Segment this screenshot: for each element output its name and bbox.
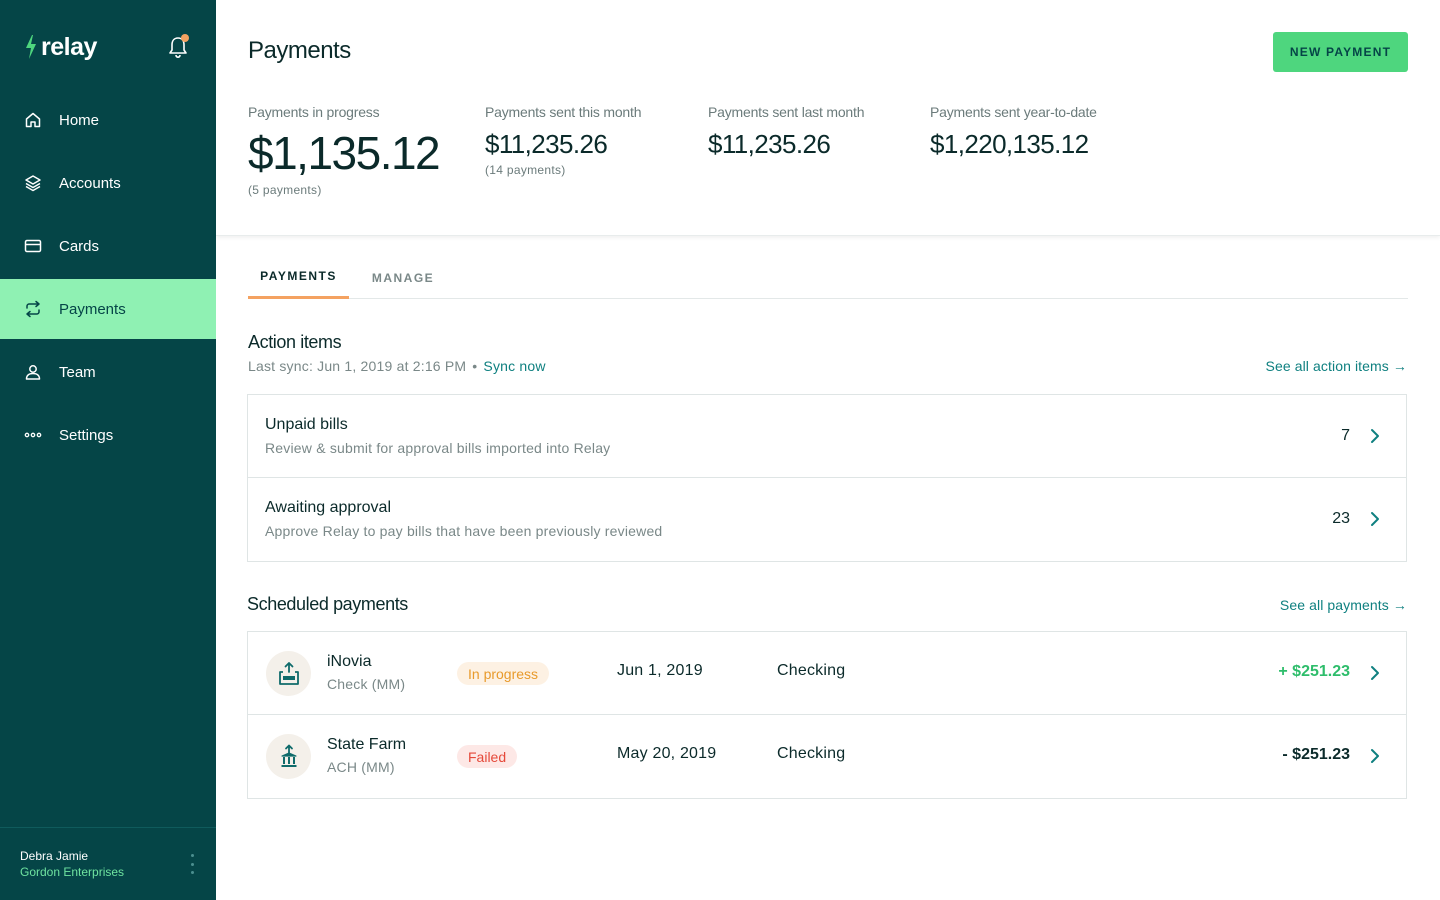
stat-label: Payments in progress [248, 104, 380, 120]
sidebar: relay Home Accounts Cards Payments [0, 0, 216, 900]
tab-bar: PAYMENTS MANAGE [248, 256, 1408, 299]
tab-payments[interactable]: PAYMENTS [248, 256, 349, 299]
bank-icon [266, 734, 311, 779]
home-icon [24, 111, 42, 129]
tab-manage[interactable]: MANAGE [371, 270, 435, 285]
bolt-icon [26, 35, 36, 59]
chevron-right-icon [1371, 512, 1379, 526]
stat-this-month: Payments sent this month $11,235.26 (14 … [485, 104, 641, 177]
action-item-title: Awaiting approval [265, 499, 392, 516]
layers-icon [24, 174, 42, 192]
more-icon [24, 426, 42, 444]
check-mail-icon [266, 651, 311, 696]
stat-label: Payments sent last month [708, 104, 865, 120]
relay-logo[interactable]: relay [24, 31, 97, 63]
sidebar-item-label: Cards [59, 237, 100, 255]
sidebar-item-label: Accounts [59, 174, 121, 192]
sidebar-item-payments[interactable]: Payments [0, 279, 216, 339]
stat-last-month: Payments sent last month $11,235.26 [708, 104, 864, 160]
chevron-right-icon [1371, 429, 1379, 443]
new-payment-button[interactable]: NEW PAYMENT [1273, 32, 1408, 72]
status-badge: Failed [457, 745, 518, 768]
user-icon [24, 363, 42, 381]
sync-now-link[interactable]: Sync now [483, 358, 546, 374]
kebab-menu-icon[interactable] [188, 854, 196, 874]
sync-status: Last sync: Jun 1, 2019 at 2:16 PM • Sync n… [248, 358, 546, 374]
stat-value: $1,220,135.12 [930, 129, 1089, 159]
chevron-right-icon [1371, 749, 1379, 763]
scheduled-payments-list: iNovia Check (MM) In progress Jun 1, 201… [247, 631, 1407, 799]
action-item-title: Unpaid bills [265, 416, 348, 433]
payment-method: Check (MM) [327, 676, 406, 692]
payment-account: Checking [777, 662, 846, 679]
status-badge: In progress [457, 662, 550, 685]
chevron-right-icon [1371, 666, 1379, 680]
stat-value: $11,235.26 [485, 129, 608, 159]
stat-label: Payments sent year-to-date [930, 104, 1097, 120]
see-all-payments-link[interactable]: See all payments → [1279, 597, 1407, 613]
action-items-list: Unpaid bills Review & submit for approva… [247, 394, 1407, 562]
payment-row-state-farm[interactable]: State Farm ACH (MM) Failed May 20, 2019 … [248, 715, 1406, 798]
last-sync-text: Last sync: Jun 1, 2019 at 2:16 PM [248, 358, 467, 374]
notifications-bell-icon[interactable] [166, 34, 190, 60]
payment-method: ACH (MM) [327, 759, 395, 775]
user-profile[interactable]: Debra Jamie Gordon Enterprises [0, 827, 216, 900]
stat-value: $1,135.12 [248, 127, 441, 179]
sidebar-item-home[interactable]: Home [0, 90, 216, 150]
action-item-subtitle: Approve Relay to pay bills that have bee… [265, 523, 663, 539]
sidebar-item-label: Team [59, 363, 96, 381]
page-header: Payments NEW PAYMENT Payments in progres… [216, 0, 1440, 236]
sidebar-item-accounts[interactable]: Accounts [0, 153, 216, 213]
action-items-title: Action items [248, 332, 342, 352]
action-item-subtitle: Review & submit for approval bills impor… [265, 440, 611, 456]
action-item-awaiting-approval[interactable]: Awaiting approval Approve Relay to pay b… [248, 478, 1406, 561]
stat-value: $11,235.26 [708, 129, 831, 159]
payment-date: May 20, 2019 [617, 745, 717, 762]
payee-name: State Farm [327, 736, 407, 753]
sidebar-item-cards[interactable]: Cards [0, 216, 216, 276]
notification-dot [181, 34, 189, 42]
stat-sub: (14 payments) [485, 163, 566, 177]
user-name: Debra Jamie [20, 849, 89, 863]
sidebar-item-label: Payments [59, 300, 126, 318]
payment-account: Checking [777, 745, 846, 762]
action-item-count: 23 [1332, 510, 1350, 527]
action-item-count: 7 [1341, 427, 1350, 444]
separator-dot: • [472, 358, 478, 374]
payment-amount: + $251.23 [1278, 663, 1350, 680]
scheduled-payments-title: Scheduled payments [247, 594, 408, 614]
user-org: Gordon Enterprises [20, 865, 125, 879]
card-icon [24, 237, 42, 255]
see-all-action-items-link[interactable]: See all action items → [1265, 358, 1407, 374]
transfer-icon [24, 300, 42, 318]
sidebar-item-settings[interactable]: Settings [0, 405, 216, 465]
logo-text: relay [41, 32, 97, 61]
payment-row-inovia[interactable]: iNovia Check (MM) In progress Jun 1, 201… [248, 632, 1406, 715]
payee-name: iNovia [327, 653, 372, 670]
page-title: Payments [248, 37, 351, 64]
stat-sub: (5 payments) [248, 183, 322, 197]
action-item-unpaid-bills[interactable]: Unpaid bills Review & submit for approva… [248, 395, 1406, 478]
stat-label: Payments sent this month [485, 104, 642, 120]
stat-year-to-date: Payments sent year-to-date $1,220,135.12 [930, 104, 1097, 160]
sidebar-item-label: Settings [59, 426, 114, 444]
payment-date: Jun 1, 2019 [617, 662, 703, 679]
sidebar-item-team[interactable]: Team [0, 342, 216, 402]
sidebar-item-label: Home [59, 111, 100, 129]
stat-in-progress: Payments in progress $1,135.12 (5 paymen… [248, 104, 441, 197]
payment-amount: - $251.23 [1282, 746, 1350, 763]
